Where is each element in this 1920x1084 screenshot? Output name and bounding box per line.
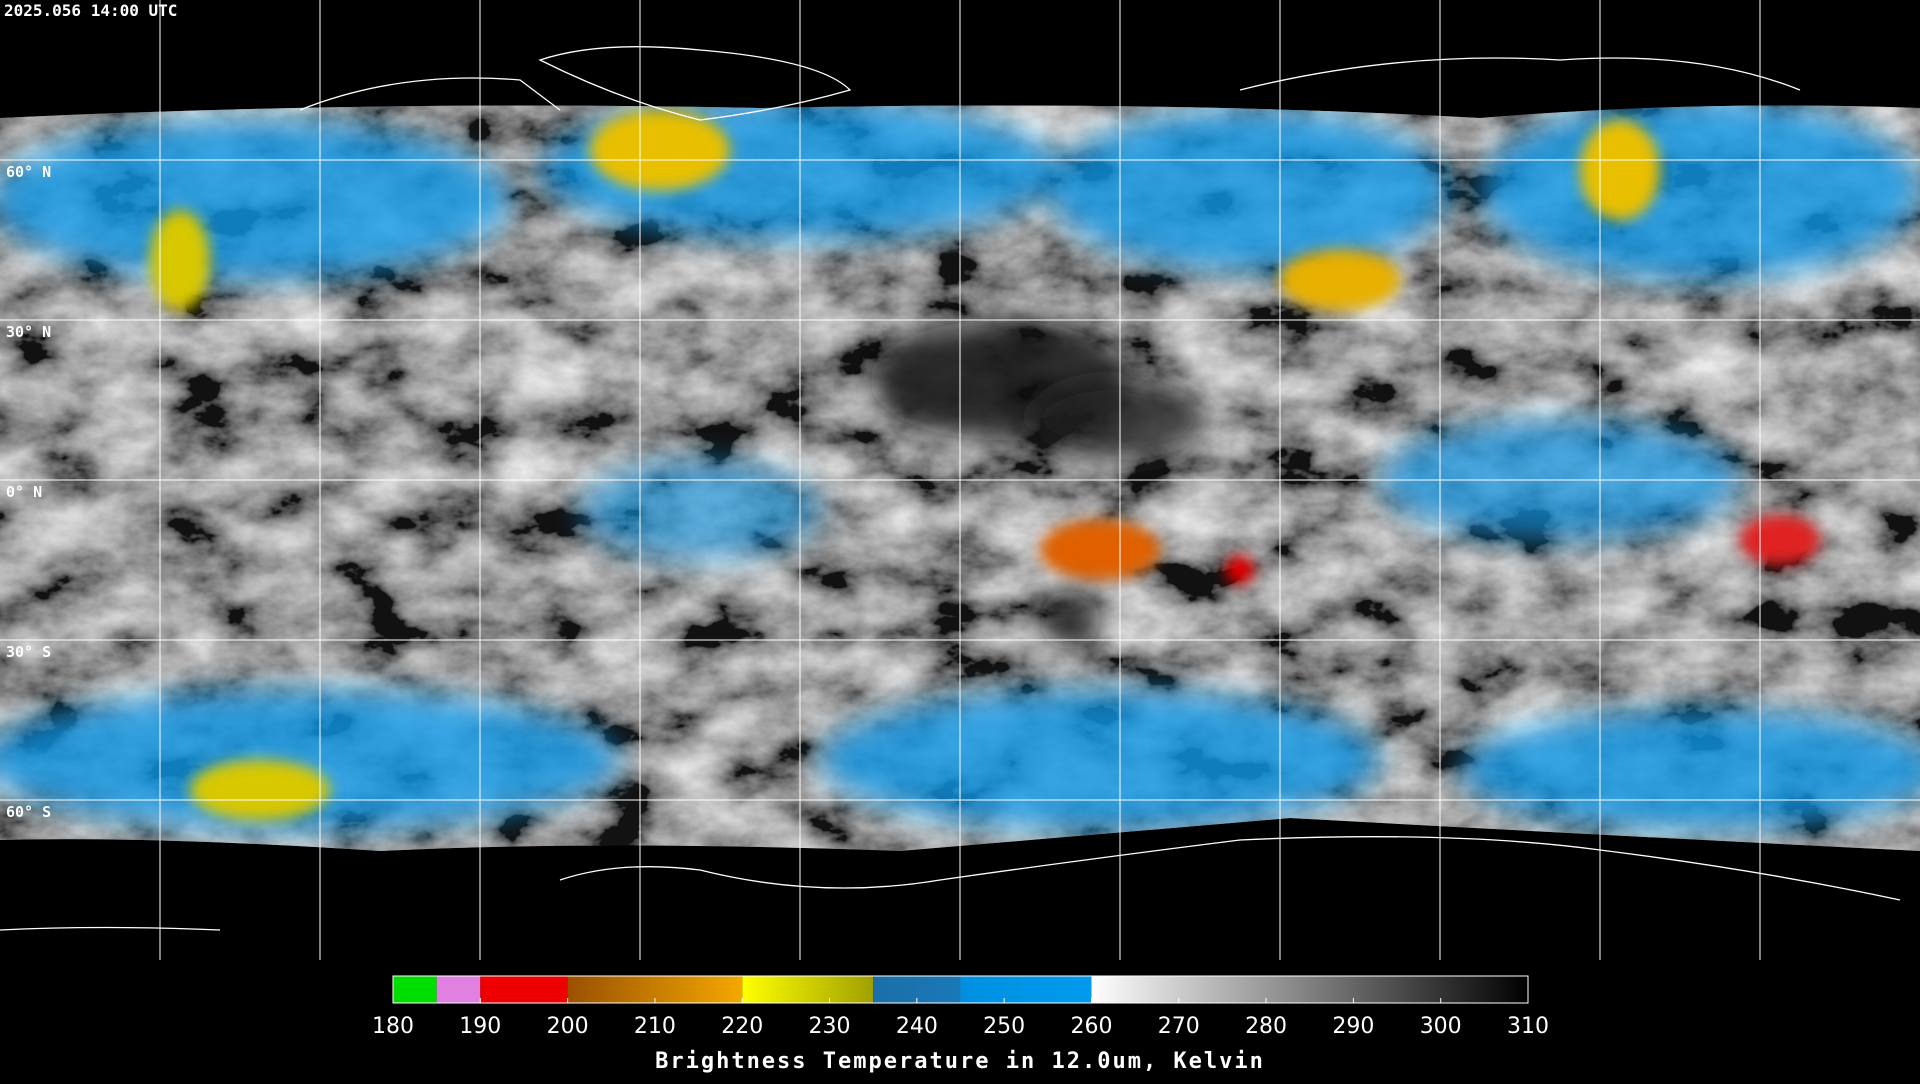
colorbar-segment	[393, 976, 437, 1003]
colorbar-segment	[742, 976, 874, 1003]
colorbar-tick-label: 310	[1507, 1014, 1549, 1039]
latitude-label: 0° N	[6, 483, 42, 501]
colorbar-segment	[960, 976, 1092, 1003]
colorbar-tick-label: 220	[721, 1014, 763, 1039]
graticule	[0, 0, 1920, 960]
colorbar-tick-label: 230	[809, 1014, 851, 1039]
colorbar-tick-label: 210	[634, 1014, 676, 1039]
colorbar-tick-label: 300	[1420, 1014, 1462, 1039]
colorbar-label: Brightness Temperature in 12.0um, Kelvin	[655, 1049, 1265, 1074]
colorbar-tick-label: 190	[459, 1014, 501, 1039]
colorbar-tick-label: 250	[983, 1014, 1025, 1039]
latitude-label: 60° S	[6, 803, 51, 821]
latitude-label: 30° N	[6, 323, 51, 341]
coastlines	[0, 46, 1901, 931]
colorbar-tick-label: 270	[1158, 1014, 1200, 1039]
very-cold-clouds	[150, 110, 1820, 820]
colorbar-tick-label: 260	[1070, 1014, 1112, 1039]
colorbar-frame	[392, 975, 1529, 1004]
colorbar-segment	[436, 976, 481, 1003]
colorbar-segment	[480, 976, 568, 1003]
latitude-label: 30° S	[6, 643, 51, 661]
colorbar: 180 190 200 210 220 230 240 250 260 270 280 290 300 3…	[372, 975, 1549, 1039]
colorbar-tick-label: 290	[1332, 1014, 1374, 1039]
latitude-labels: 60° N 30° N 0° N 30° S 60° S	[6, 163, 51, 821]
colorbar-tick-label: 280	[1245, 1014, 1287, 1039]
colorbar-segment	[1091, 976, 1528, 1003]
latitude-label: 60° N	[6, 163, 51, 181]
colorbar-tick-label: 240	[896, 1014, 938, 1039]
title: 2025.056 14:00 UTC	[4, 1, 177, 20]
colorbar-tick-label: 180	[372, 1014, 414, 1039]
colorbar-tick-label: 200	[547, 1014, 589, 1039]
